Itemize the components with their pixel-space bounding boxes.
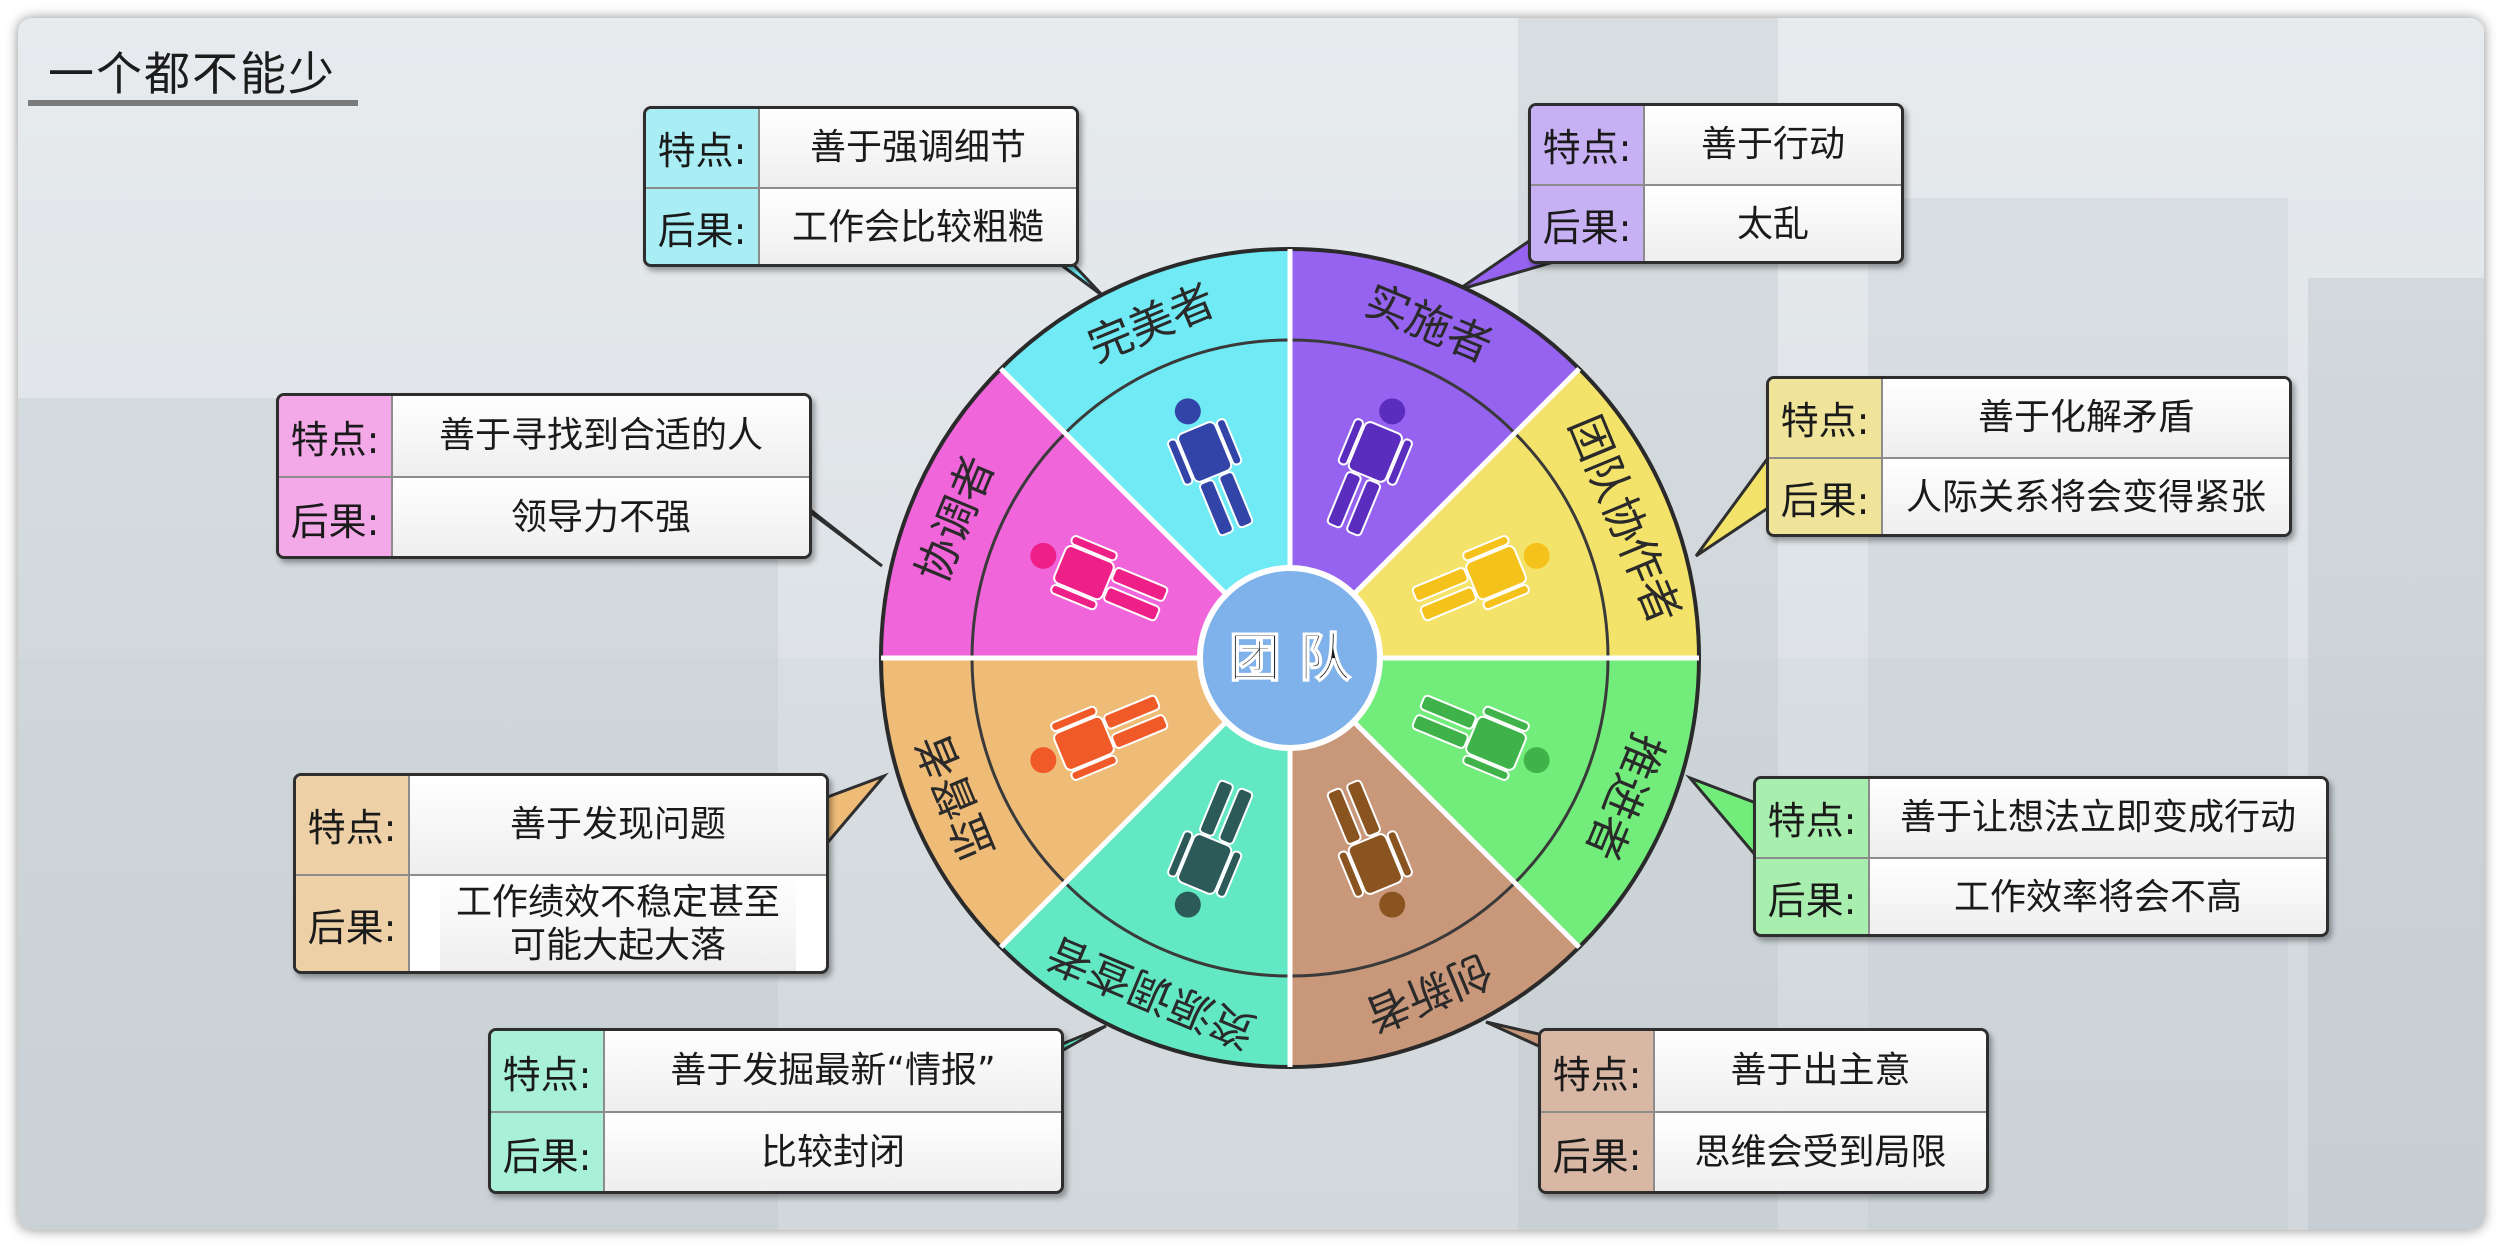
consequence-value: 比较封闭 [605,1113,1061,1191]
feature-label: 特点: [279,396,393,476]
feature-value: 善于发掘最新“情报” [605,1031,1061,1111]
role-card-plant: 特点: 善于出主意 后果: 思维会受到局限 [1538,1028,1989,1194]
role-card-implementer: 特点: 善于行动 后果: 太乱 [1528,103,1904,264]
title-underline [28,100,358,106]
wheel-sectors [879,247,1701,1069]
callout-pointer-team-worker [1694,453,1770,558]
role-card-coordinator: 特点: 善于寻找到合适的人 后果: 领导力不强 [276,393,812,559]
sector-divider [999,367,1229,597]
feature-value: 善于出主意 [1655,1031,1986,1111]
person-icon [1030,694,1169,781]
consequence-label: 后果: [279,478,393,556]
consequence-value: 领导力不强 [393,478,809,556]
page-title: 一个都不能少 [48,47,336,101]
center-label: 团 队 [1229,629,1352,689]
role-card-completer: 特点: 善于强调细节 后果: 工作会比较粗糙 [643,106,1079,267]
feature-label: 特点: [491,1031,605,1111]
feature-label: 特点: [1756,779,1870,857]
person-icon [1326,779,1413,918]
sector-divider [1351,367,1581,597]
person-icon [1167,779,1254,918]
person-icon [1411,694,1550,781]
role-card-monitor: 特点: 善于发现问题 后果: 工作绩效不稳定甚至可能大起大落 [293,773,829,974]
consequence-label: 后果: [1769,458,1883,534]
feature-value: 善于行动 [1645,106,1901,184]
consequence-label: 后果: [1541,1113,1655,1191]
sector-divider [999,719,1229,949]
feature-value: 善于让想法立即变成行动 [1870,779,2326,857]
background-block [2308,278,2484,1230]
consequence-label: 后果: [646,188,760,264]
role-card-resource-investigator: 特点: 善于发掘最新“情报” 后果: 比较封闭 [488,1028,1064,1194]
consequence-value: 人际关系将会变得紧张 [1883,458,2289,534]
feature-value: 善于化解矛盾 [1883,379,2289,457]
consequence-value: 工作会比较粗糙 [760,188,1076,264]
callout-pointer-shaper [1685,774,1758,861]
consequence-value: 工作绩效不稳定甚至可能大起大落 [440,875,796,971]
feature-value: 善于发现问题 [410,776,826,874]
center-hub [1197,565,1383,751]
feature-label: 特点: [296,776,410,874]
feature-value: 善于强调细节 [760,109,1076,187]
feature-label: 特点: [1541,1031,1655,1111]
consequence-label: 后果: [1531,185,1645,261]
feature-label: 特点: [1531,106,1645,184]
consequence-label: 后果: [491,1113,605,1191]
feature-label: 特点: [646,109,760,187]
wheel-dividers [881,249,1699,1067]
person-icons [1030,398,1550,918]
person-icon [1030,535,1169,622]
person-icon [1167,398,1254,537]
consequence-value: 思维会受到局限 [1655,1113,1986,1191]
feature-label: 特点: [1769,379,1883,457]
consequence-label: 后果: [1756,858,1870,934]
slide: 一个都不能少 实施者 团队协作者 推进者 创新者 资源调查者 监督者 协调者 完美者 团 队 … [18,18,2484,1230]
role-card-team-worker: 特点: 善于化解矛盾 后果: 人际关系将会变得紧张 [1766,376,2292,537]
consequence-label: 后果: [296,875,410,971]
person-icon [1411,535,1550,622]
consequence-value: 太乱 [1645,185,1901,261]
feature-value: 善于寻找到合适的人 [393,396,809,476]
person-icon [1326,398,1413,537]
role-card-shaper: 特点: 善于让想法立即变成行动 后果: 工作效率将会不高 [1753,776,2329,937]
sector-divider [1351,719,1581,949]
consequence-value: 工作效率将会不高 [1870,858,2326,934]
